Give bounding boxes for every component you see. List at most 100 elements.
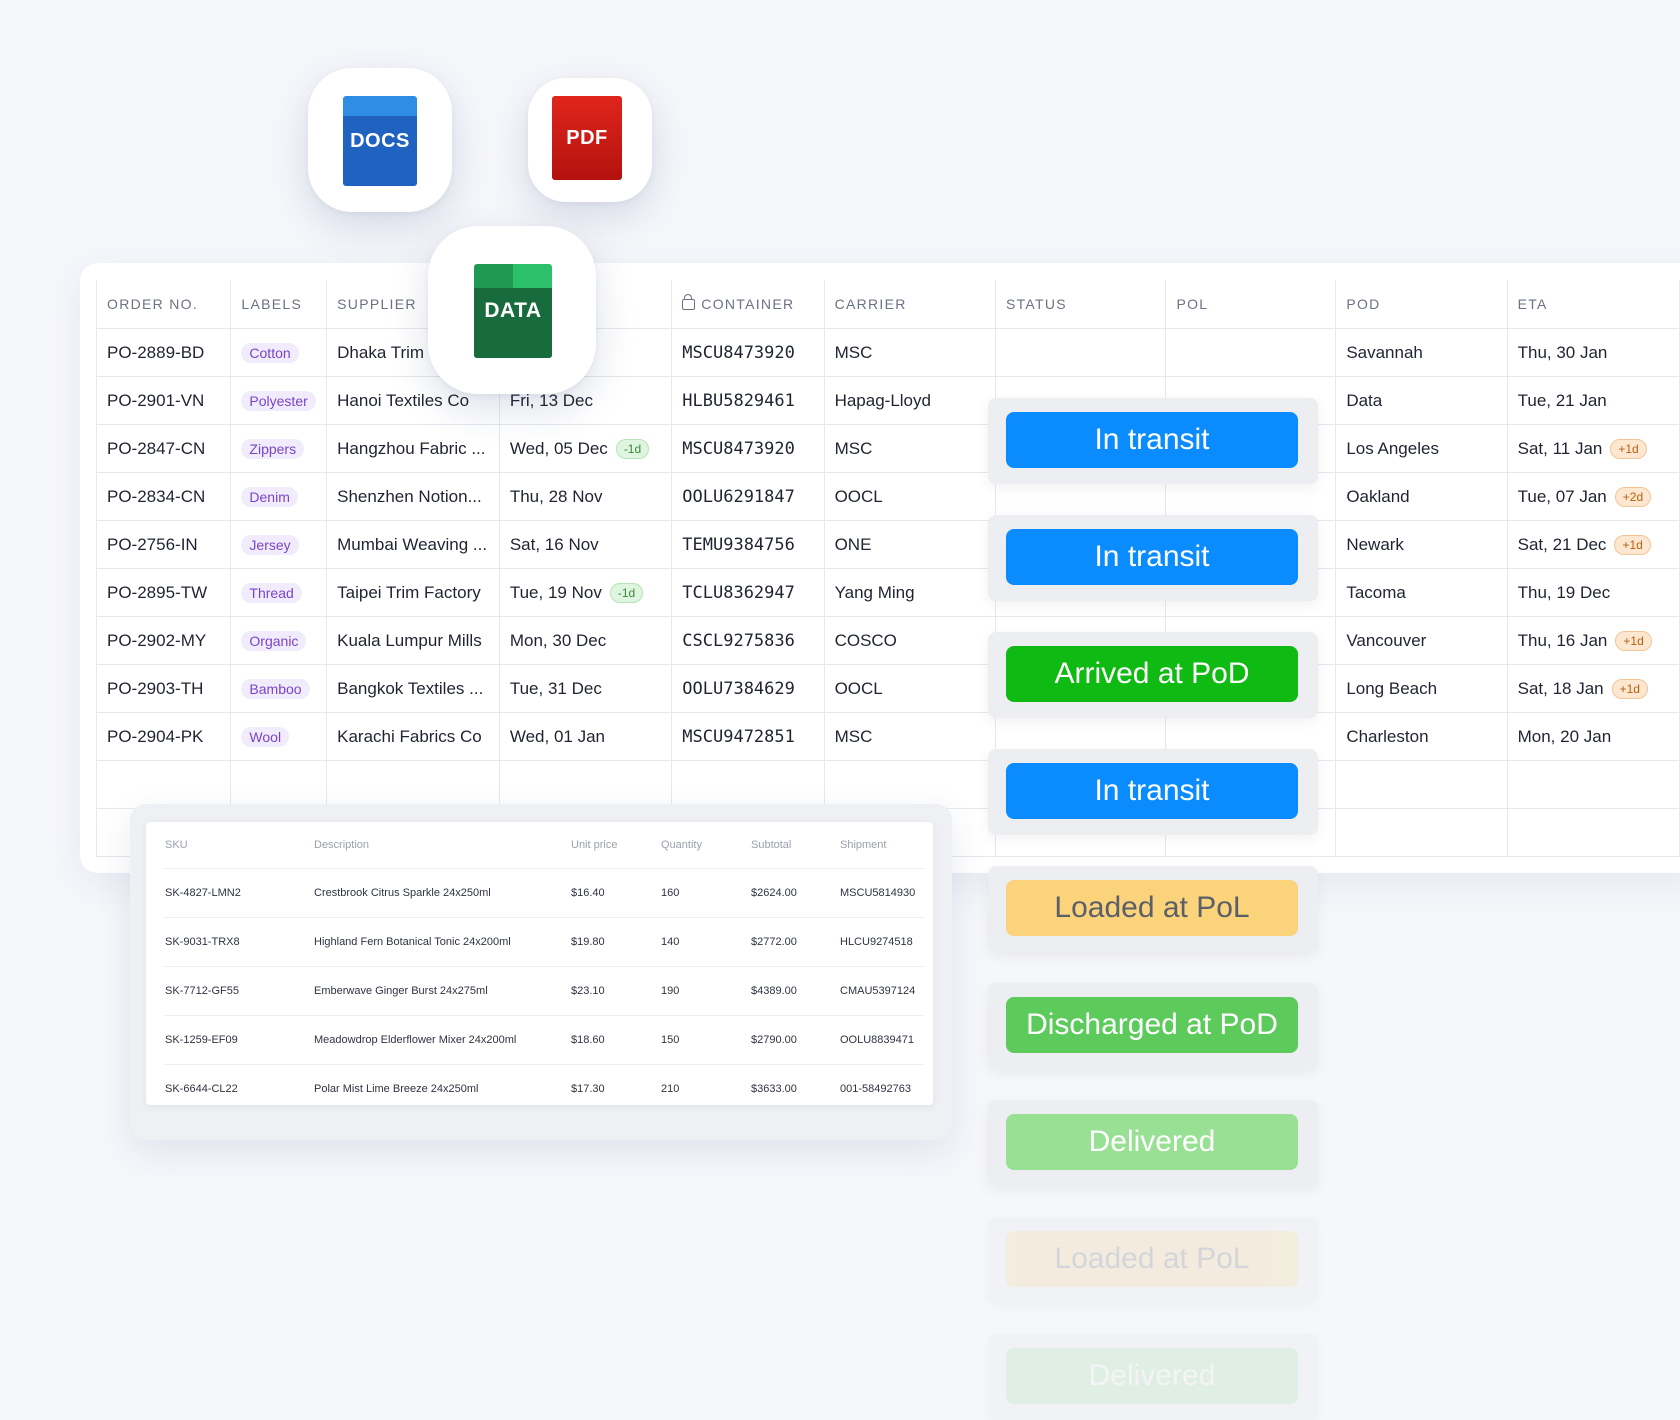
labels-cell: Wool [230, 712, 328, 761]
status-pill[interactable]: Discharged at PoD [1006, 997, 1298, 1053]
shipment-link[interactable]: MSCU5814930 [839, 868, 924, 918]
label-tag[interactable]: Wool [241, 726, 290, 747]
status-cell[interactable] [994, 328, 1167, 377]
pod-cell: Newark [1335, 520, 1508, 569]
col-eta[interactable]: ETA [1506, 280, 1680, 329]
shipment-link[interactable]: CMAU5397124 [839, 966, 924, 1016]
col-unit-price[interactable]: Unit price [570, 822, 660, 869]
order-number[interactable]: PO-2834-CN [95, 472, 232, 521]
col-labels[interactable]: LABELS [230, 280, 328, 329]
col-sku[interactable]: SKU [164, 822, 313, 869]
container-cell[interactable]: MSCU8473920 [671, 424, 825, 473]
label-tag[interactable]: Polyester [241, 390, 316, 411]
label-tag[interactable]: Jersey [241, 534, 299, 555]
label-tag[interactable]: Cotton [241, 342, 299, 363]
status-pill[interactable]: In transit [1006, 412, 1298, 468]
order-number[interactable]: PO-2904-PK [95, 712, 232, 761]
shipment-link[interactable]: 001-58492763 [840, 1083, 911, 1095]
order-row[interactable]: PO-2756-IN Jersey Mumbai Weaving ... Sat, 1… [95, 520, 1680, 569]
status-pill[interactable]: Delivered [1006, 1348, 1298, 1404]
order-number[interactable]: PO-2889-BD [95, 328, 232, 377]
container-cell[interactable]: OOLU7384629 [671, 664, 825, 713]
col-order-no[interactable]: ORDER NO. [95, 280, 232, 329]
col-shipment[interactable]: Shipment [839, 822, 924, 869]
labels-cell: Zippers [230, 424, 328, 473]
order-row[interactable]: PO-2904-PK Wool Karachi Fabrics Co Wed, 01 … [95, 712, 1680, 761]
status-pill[interactable]: In transit [1006, 529, 1298, 585]
label-tag[interactable]: Zippers [241, 438, 305, 459]
labels-cell: Polyester [230, 376, 328, 425]
order-row[interactable]: PO-2903-TH Bamboo Bangkok Textiles ... Tue,… [95, 664, 1680, 713]
col-description[interactable]: Description [313, 822, 570, 869]
shipment-link[interactable]: OOLU8839471 [839, 1015, 924, 1065]
line-item-row[interactable]: SK-7712-GF55 Emberwave Ginger Burst 24x27… [164, 966, 924, 1016]
col-status[interactable]: STATUS [994, 280, 1167, 329]
container-cell[interactable]: TCLU8362947 [671, 568, 825, 617]
container-cell[interactable]: HLBU5829461 [671, 376, 825, 425]
col-pod[interactable]: POD [1335, 280, 1508, 329]
carrier-cell: COSCO [823, 616, 996, 665]
data-tile[interactable]: DATA [428, 226, 596, 394]
status-pill[interactable]: Arrived at PoD [1006, 646, 1298, 702]
date-delta-badge: -1d [615, 438, 650, 459]
eta-cell: Thu, 16 Jan +1d [1506, 616, 1680, 665]
date-cell: Tue, 31 Dec [498, 664, 673, 713]
eta-value: Sat, 18 Jan [1517, 678, 1604, 698]
description-cell: Meadowdrop Elderflower Mixer 24x200ml [313, 1015, 570, 1065]
status-pill[interactable]: In transit [1006, 763, 1298, 819]
container-cell[interactable]: CSCL9275836 [671, 616, 825, 665]
col-carrier[interactable]: CARRIER [823, 280, 996, 329]
date-delta-badge: -1d [609, 582, 644, 603]
pod-cell: Oakland [1335, 472, 1508, 521]
col-subtotal[interactable]: Subtotal [750, 822, 839, 869]
labels-cell: Denim [230, 472, 328, 521]
line-item-row[interactable]: SK-4827-LMN2 Crestbrook Citrus Sparkle 24… [164, 868, 924, 918]
label-tag[interactable]: Denim [241, 486, 298, 507]
order-number[interactable]: PO-2901-VN [95, 376, 232, 425]
line-item-row[interactable]: SK-1259-EF09 Meadowdrop Elderflower Mixer… [164, 1015, 924, 1065]
order-row[interactable]: PO-2834-CN Denim Shenzhen Notion... Thu, 28… [95, 472, 1680, 521]
shipment-link[interactable]: HLCU9274518 [839, 917, 924, 967]
container-cell[interactable]: TEMU9384756 [671, 520, 825, 569]
order-number[interactable]: PO-2903-TH [95, 664, 232, 713]
label-tag[interactable]: Bamboo [241, 678, 310, 699]
status-card: In transit [988, 398, 1318, 484]
line-item-row[interactable]: SK-9031-TRX8 Highland Fern Botanical Toni… [164, 917, 924, 967]
status-pill[interactable]: Loaded at PoL [1006, 1231, 1298, 1287]
order-row[interactable]: PO-2895-TW Thread Taipei Trim Factory Tue, … [95, 568, 1680, 617]
container-cell[interactable]: OOLU6291847 [671, 472, 825, 521]
order-row[interactable]: PO-2902-MY Organic Kuala Lumpur Mills Mon, … [95, 616, 1680, 665]
carrier-cell: OOCL [823, 472, 996, 521]
col-pol[interactable]: POL [1165, 280, 1337, 329]
eta-cell: Thu, 19 Dec [1506, 568, 1680, 617]
supplier-cell: Taipei Trim Factory [326, 568, 500, 617]
order-row[interactable]: PO-2901-VN Polyester Hanoi Textiles Co Fri,… [95, 376, 1680, 425]
pod-cell: Los Angeles [1335, 424, 1508, 473]
label-tag[interactable]: Organic [241, 630, 307, 651]
pod-cell: Tacoma [1335, 568, 1508, 617]
pod-cell: Long Beach [1335, 664, 1508, 713]
data-icon-label: DATA [484, 299, 542, 322]
empty-cell [1335, 760, 1508, 809]
container-cell[interactable]: MSCU9472851 [671, 712, 825, 761]
container-cell[interactable]: MSCU8473920 [671, 328, 825, 377]
order-number[interactable]: PO-2756-IN [95, 520, 232, 569]
order-number[interactable]: PO-2847-CN [95, 424, 232, 473]
col-container[interactable]: CONTAINER [671, 280, 825, 329]
label-tag[interactable]: Thread [241, 582, 302, 603]
status-pill[interactable]: Delivered [1006, 1114, 1298, 1170]
col-quantity[interactable]: Quantity [660, 822, 750, 869]
quantity-cell: 160 [660, 868, 750, 918]
lock-icon [682, 294, 696, 310]
order-number[interactable]: PO-2895-TW [95, 568, 232, 617]
line-item-row[interactable]: SK-6644-CL22 Polar Mist Lime Breeze 24x25… [164, 1065, 924, 1114]
unit-price-cell: $23.10 [570, 966, 660, 1016]
pol-cell[interactable] [1165, 328, 1337, 377]
order-number[interactable]: PO-2902-MY [95, 616, 232, 665]
order-row[interactable]: PO-2847-CN Zippers Hangzhou Fabric ... Wed,… [95, 424, 1680, 473]
docs-tile[interactable]: DOCS [308, 68, 452, 212]
docs-file-icon: DOCS [343, 96, 417, 186]
status-pill[interactable]: Loaded at PoL [1006, 880, 1298, 936]
pdf-tile[interactable]: PDF [528, 78, 652, 202]
